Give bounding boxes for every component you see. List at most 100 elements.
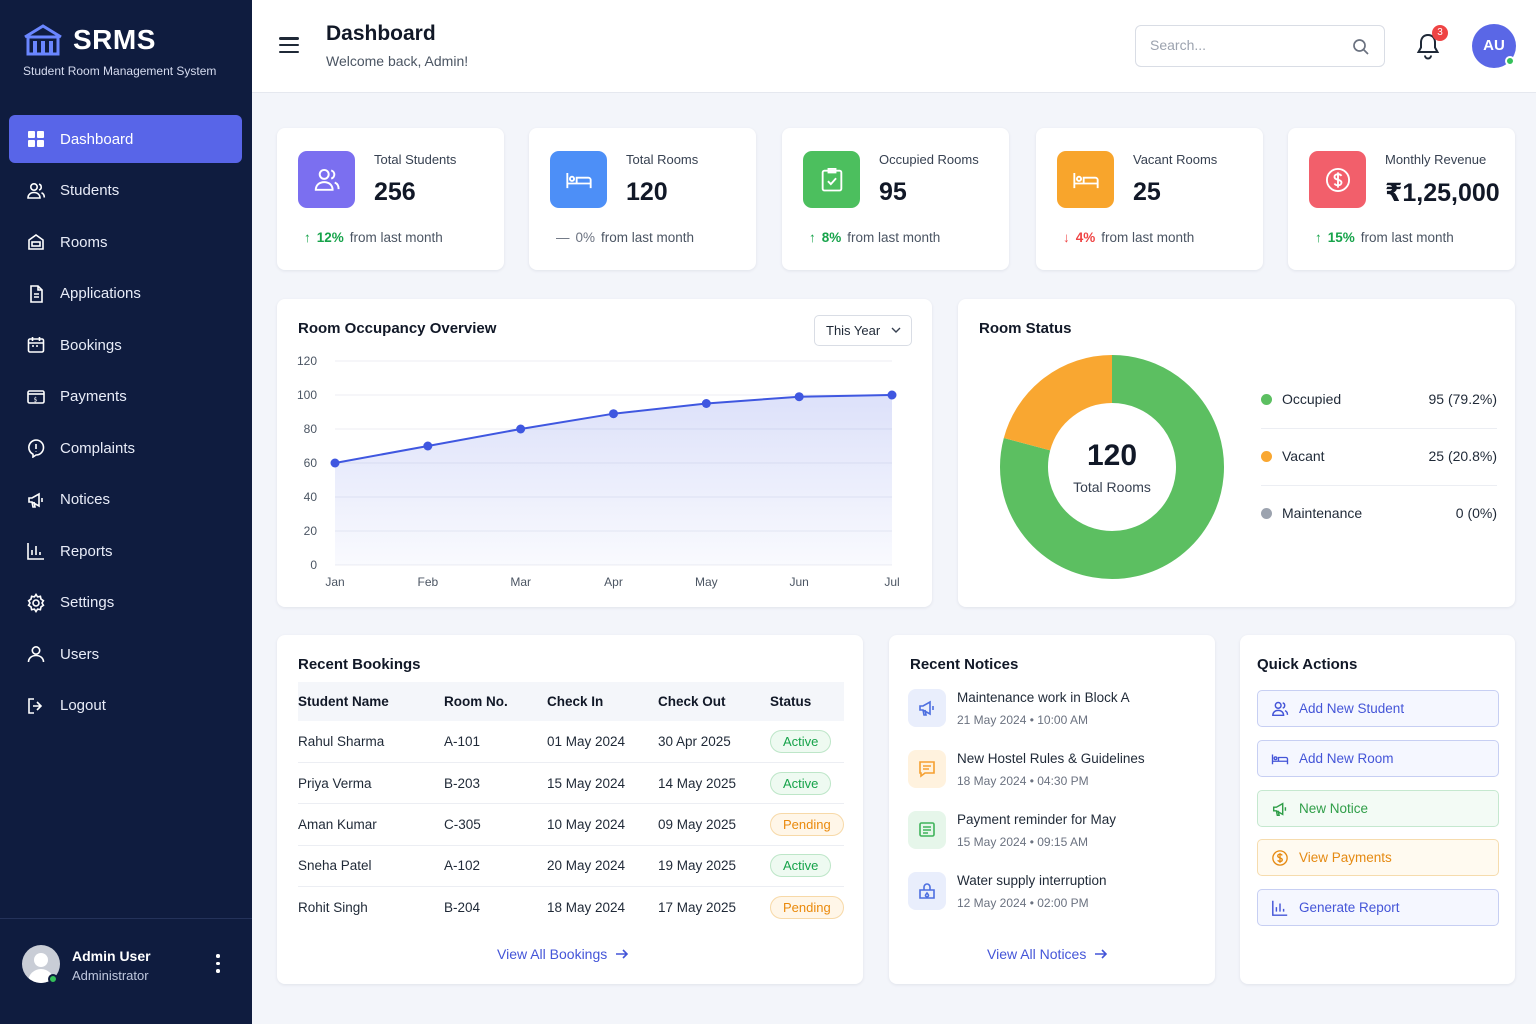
y-tick-label: 80	[304, 422, 318, 436]
notice-item[interactable]: New Hostel Rules & Guidelines 18 May 202…	[908, 750, 1208, 811]
action-label: Generate Report	[1299, 900, 1400, 915]
sidebar-item-complaints[interactable]: Complaints	[9, 424, 242, 472]
sidebar-item-notices[interactable]: Notices	[9, 476, 242, 524]
add-new-student-button[interactable]: Add New Student	[1257, 690, 1499, 727]
donut-total-label: Total Rooms	[1073, 479, 1151, 495]
legend-value: 95 (79.2%)	[1428, 391, 1497, 407]
stat-trend: ↑ 12% from last month	[304, 230, 443, 245]
sidebar-item-payments[interactable]: $ Payments	[9, 373, 242, 421]
y-tick-label: 0	[310, 558, 317, 572]
search-input[interactable]	[1150, 37, 1340, 53]
view-all-bookings-link[interactable]: View All Bookings	[497, 946, 629, 962]
notification-badge: 3	[1432, 25, 1448, 41]
table-row[interactable]: Aman Kumar C-305 10 May 2024 09 May 2025…	[298, 803, 844, 846]
notice-item[interactable]: Maintenance work in Block A 21 May 2024 …	[908, 689, 1208, 750]
sidebar-item-applications[interactable]: Applications	[9, 270, 242, 318]
stat-trend: — 0% from last month	[556, 230, 694, 245]
area-fill	[335, 395, 892, 565]
stat-label: Total Rooms	[626, 152, 699, 167]
sidebar-item-reports[interactable]: Reports	[9, 527, 242, 575]
sidebar-item-students[interactable]: Students	[9, 167, 242, 215]
trend-percent: 12%	[316, 230, 344, 245]
gear-icon	[27, 592, 45, 613]
sidebar-item-dashboard[interactable]: Dashboard	[9, 115, 242, 163]
alert-icon	[28, 439, 45, 458]
cell-room: C-305	[444, 803, 547, 846]
users-icon	[27, 182, 46, 199]
x-tick-label: Jun	[789, 575, 808, 589]
arrow-up-icon: ↑	[1315, 230, 1322, 245]
cell-check-in: 15 May 2024	[547, 762, 658, 805]
new-notice-button[interactable]: New Notice	[1257, 790, 1499, 827]
bed-icon	[565, 172, 592, 188]
legend-dot	[1261, 451, 1272, 462]
table-row[interactable]: Sneha Patel A-102 20 May 2024 19 May 202…	[298, 845, 844, 888]
sidebar-nav: Dashboard Students Rooms Applications Bo…	[9, 115, 242, 733]
sidebar-item-logout[interactable]: Logout	[9, 682, 242, 730]
icon-box	[550, 151, 607, 208]
view-payments-button[interactable]: View Payments	[1257, 839, 1499, 876]
link-label: View All Notices	[987, 946, 1087, 962]
column-header: Room No.	[444, 682, 547, 721]
add-user-icon	[1272, 701, 1289, 716]
generate-report-button[interactable]: Generate Report	[1257, 889, 1499, 926]
online-status-dot	[1505, 56, 1515, 66]
notice-item[interactable]: Water supply interruption 12 May 2024 • …	[908, 872, 1208, 933]
sidebar-item-bookings[interactable]: Bookings	[9, 321, 242, 369]
trend-text: from last month	[349, 230, 443, 245]
x-tick-label: Mar	[510, 575, 531, 589]
notice-item[interactable]: Payment reminder for May 15 May 2024 • 0…	[908, 811, 1208, 872]
table-row[interactable]: Rahul Sharma A-101 01 May 2024 30 Apr 20…	[298, 721, 844, 763]
x-tick-label: Apr	[604, 575, 623, 589]
document-icon	[30, 284, 43, 303]
trend-percent: 4%	[1075, 230, 1096, 245]
grid-icon	[28, 131, 44, 147]
action-label: Add New Student	[1299, 701, 1405, 716]
icon-box	[1309, 151, 1366, 208]
legend-maintenance: Maintenance 0 (0%)	[1261, 486, 1497, 543]
link-label: View All Bookings	[497, 946, 608, 962]
cell-room: B-203	[444, 762, 547, 805]
profile-avatar[interactable]: AU	[1472, 24, 1516, 68]
cell-check-in: 20 May 2024	[547, 845, 658, 888]
notice-icon-box	[908, 750, 946, 788]
table-row[interactable]: Priya Verma B-203 15 May 2024 14 May 202…	[298, 762, 844, 805]
table-row[interactable]: Rohit Singh B-204 18 May 2024 17 May 202…	[298, 887, 844, 928]
status-badge: Pending	[770, 812, 844, 836]
view-all-notices-link[interactable]: View All Notices	[987, 946, 1108, 962]
legend-vacant: Vacant 25 (20.8%)	[1261, 429, 1497, 486]
sidebar-item-label: Dashboard	[60, 130, 134, 148]
add-new-room-button[interactable]: Add New Room	[1257, 740, 1499, 777]
dollar-icon	[1272, 849, 1288, 866]
logout-icon	[28, 697, 43, 714]
stat-card-total-rooms: Total Rooms 120 — 0% from last month	[529, 128, 756, 270]
sidebar-item-rooms[interactable]: Rooms	[9, 218, 242, 266]
search-box	[1135, 25, 1385, 67]
dash-icon: —	[556, 230, 570, 245]
action-label: New Notice	[1299, 801, 1369, 816]
search-icon[interactable]	[1352, 38, 1370, 56]
stat-trend: ↑ 8% from last month	[809, 230, 940, 245]
brand-subtitle: Student Room Management System	[23, 64, 217, 78]
arrow-up-icon: ↑	[809, 230, 816, 245]
sidebar-item-settings[interactable]: Settings	[9, 579, 242, 627]
data-point	[609, 409, 618, 419]
notice-title: Water supply interruption	[957, 873, 1107, 888]
menu-toggle-icon[interactable]	[279, 37, 299, 53]
period-select[interactable]: This Year	[814, 315, 912, 346]
y-tick-label: 120	[297, 354, 317, 368]
more-options-icon[interactable]	[210, 954, 226, 976]
sidebar-item-label: Bookings	[60, 336, 122, 354]
user-icon	[27, 645, 45, 663]
action-label: Add New Room	[1299, 751, 1394, 766]
sidebar-item-users[interactable]: Users	[9, 630, 242, 678]
icon-box	[298, 151, 355, 208]
y-tick-label: 40	[304, 490, 318, 504]
notice-date: 21 May 2024 • 10:00 AM	[957, 713, 1088, 727]
notice-title: Maintenance work in Block A	[957, 690, 1130, 705]
stat-card-occupied-rooms: Occupied Rooms 95 ↑ 8% from last month	[782, 128, 1009, 270]
stat-label: Monthly Revenue	[1385, 152, 1487, 167]
page-subtitle: Welcome back, Admin!	[326, 53, 469, 69]
avatar[interactable]	[22, 945, 60, 983]
arrow-right-icon	[616, 949, 629, 959]
